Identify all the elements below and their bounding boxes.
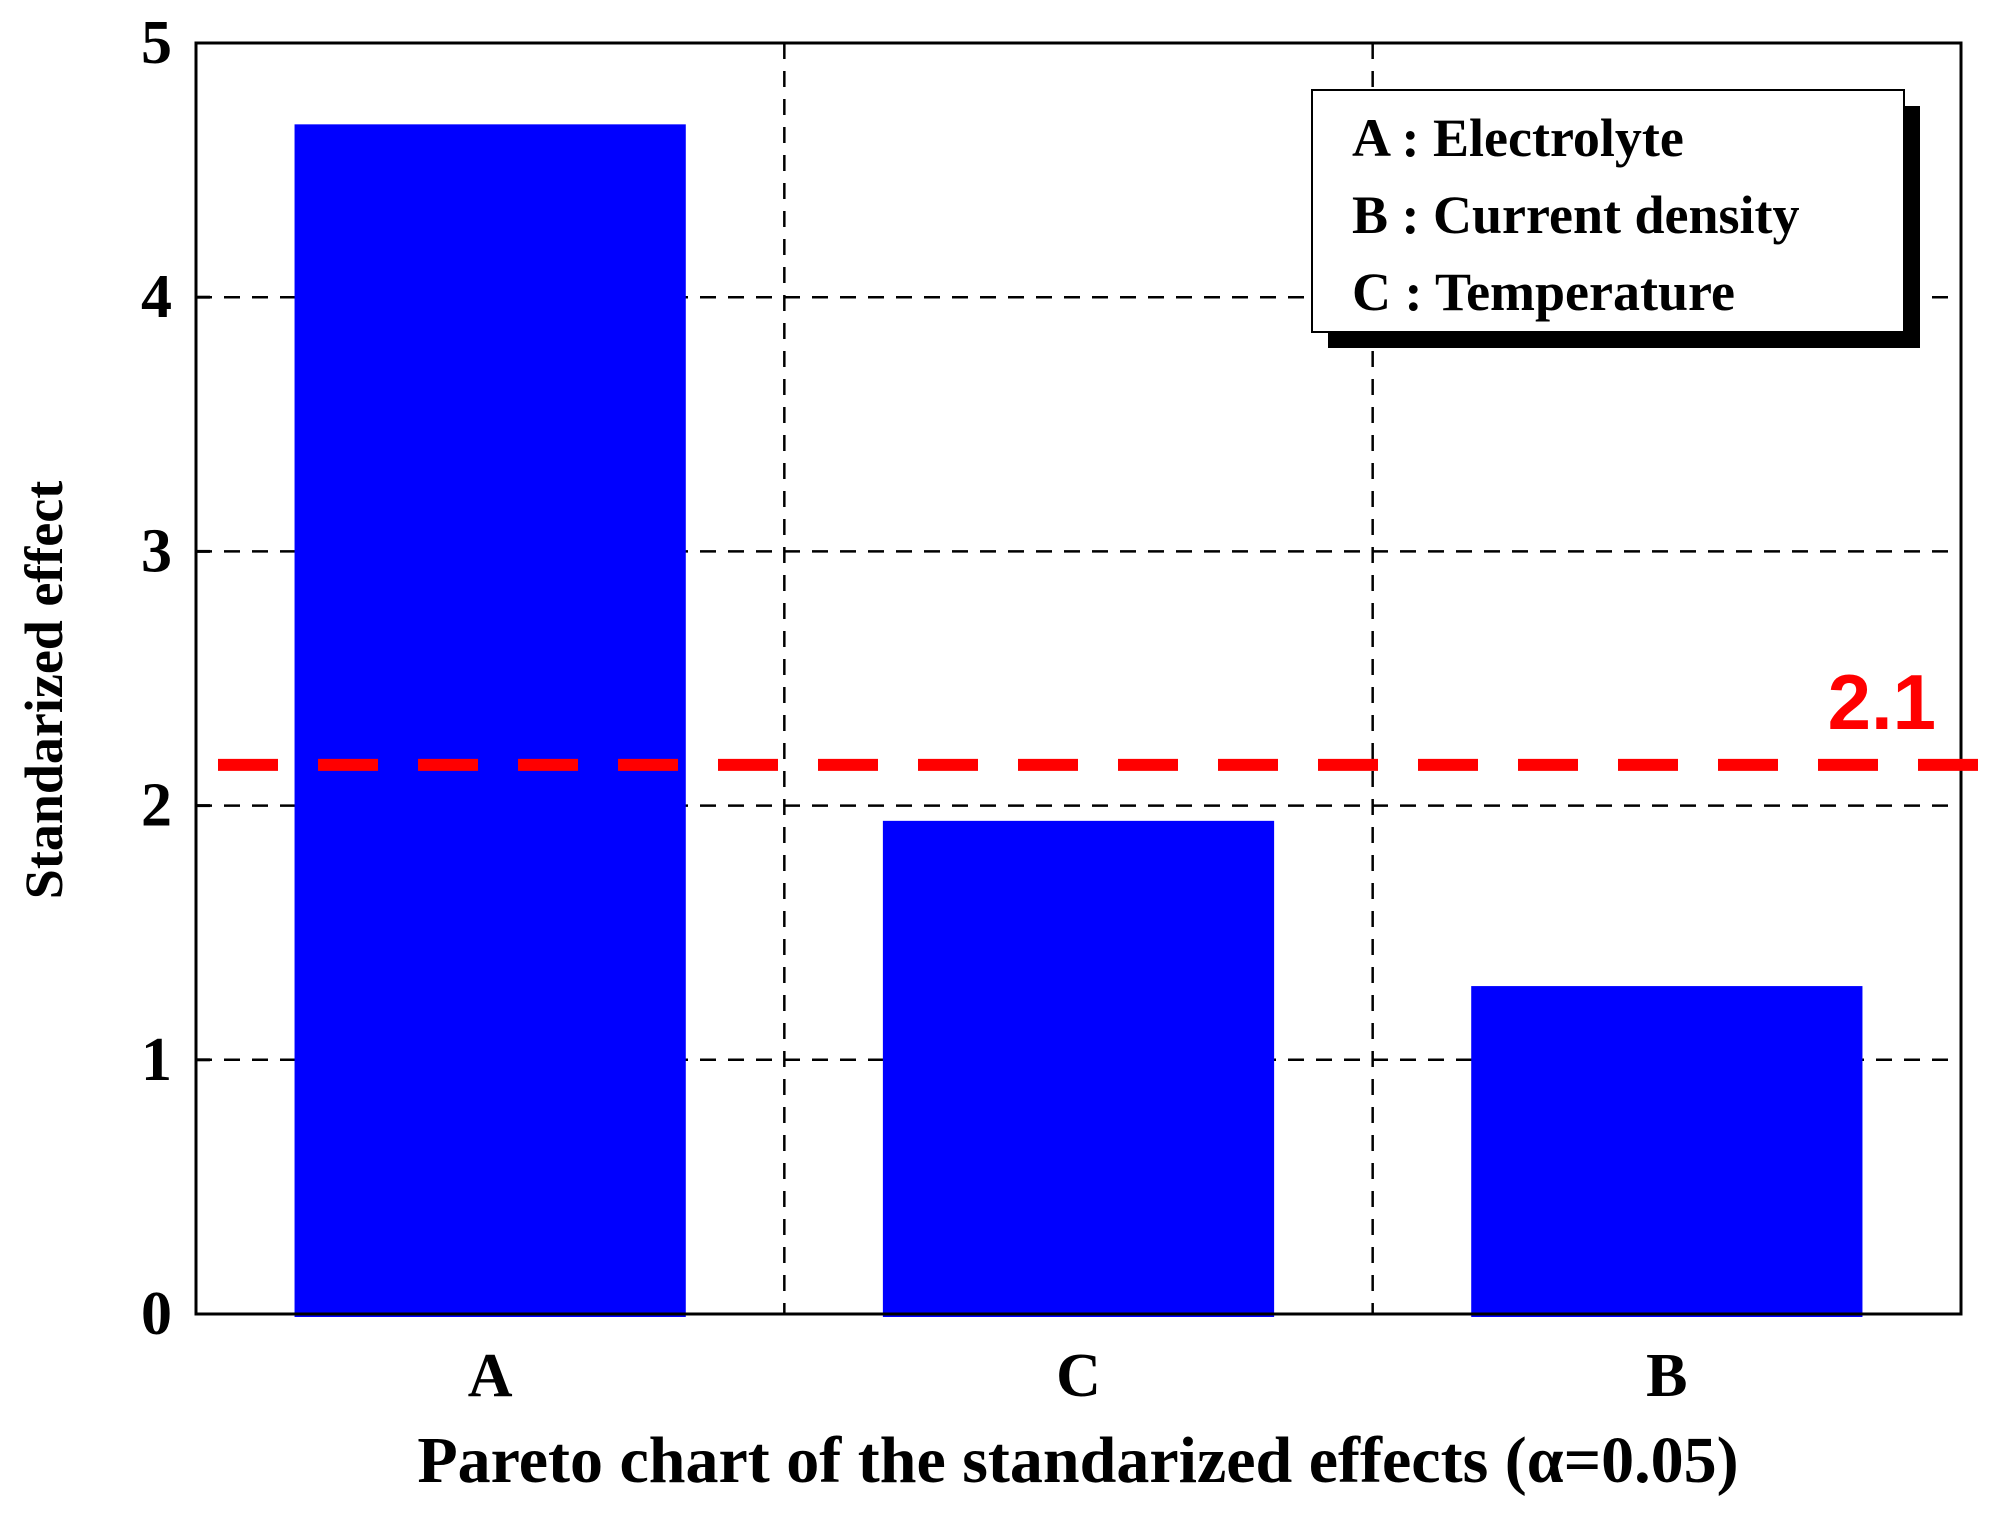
legend-entry: C : Temperature (1352, 262, 1735, 322)
reference-line-group: 2.1 (218, 658, 1980, 771)
x-tick-label: C (1056, 1342, 1101, 1410)
y-axis-ticks: 0 1 2 3 4 5 (141, 9, 210, 1348)
bars (294, 124, 1863, 1318)
y-tick-label: 2 (141, 772, 172, 840)
legend-box (1311, 89, 1905, 333)
y-tick-label: 5 (141, 9, 172, 77)
y-tick-label: 3 (141, 517, 172, 585)
y-tick-label: 4 (141, 263, 172, 331)
bar-A (294, 124, 686, 1318)
reference-line-label: 2.1 (1828, 658, 1936, 746)
x-axis-label: Pareto chart of the standarized effects … (417, 1424, 1738, 1497)
legend-entry: B : Current density (1352, 185, 1800, 245)
y-axis-label: Standarized effect (14, 481, 74, 899)
x-tick-label: B (1646, 1342, 1687, 1410)
plot-frame (194, 41, 1963, 1316)
x-tick-label: A (468, 1342, 513, 1410)
y-tick-label: 0 (141, 1280, 172, 1348)
legend-entry: A : Electrolyte (1352, 108, 1684, 168)
bar-B (1471, 986, 1863, 1317)
y-tick-label: 1 (141, 1026, 172, 1094)
legend: A : Electrolyte B : Current density C : … (1311, 89, 1920, 348)
bar-C (882, 820, 1275, 1317)
